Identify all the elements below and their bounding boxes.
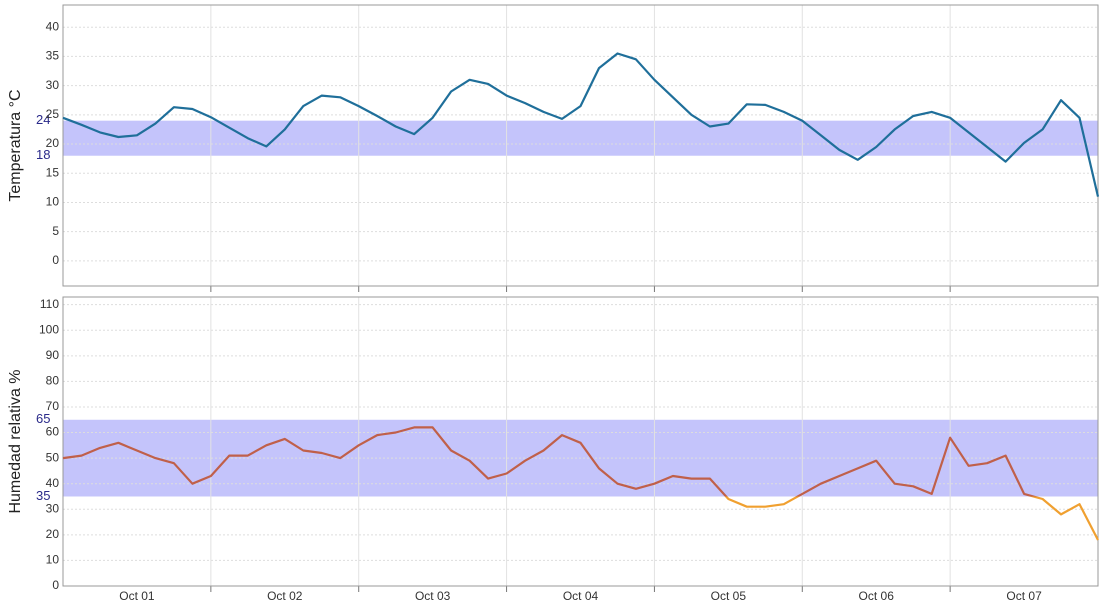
band-label: 35 (36, 488, 50, 503)
band-label: 65 (36, 411, 50, 426)
y-tick-label: 40 (46, 476, 60, 490)
y-tick-label: 30 (46, 78, 60, 92)
y-tick-label: 5 (52, 224, 59, 238)
plot-frame (62, 4, 1099, 287)
plot-frame (62, 296, 1099, 587)
y-tick-label: 25 (46, 107, 60, 121)
x-tick-label: Oct 02 (267, 589, 303, 603)
y-tick-label: 0 (52, 578, 59, 592)
y-tick-label: 35 (46, 49, 60, 63)
x-tick-label: Oct 06 (859, 589, 895, 603)
x-tick-label: Oct 07 (1006, 589, 1042, 603)
y-tick-label: 10 (46, 195, 60, 209)
x-tick-label: Oct 03 (415, 589, 451, 603)
y-tick-label: 10 (46, 553, 60, 567)
comfort-band (63, 120, 1098, 156)
y-tick-label: 110 (40, 297, 59, 311)
data-line (62, 426, 1099, 541)
y-tick-label: 40 (46, 19, 60, 33)
y-tick-label: 90 (46, 348, 60, 362)
y-axis-label: Humedad relativa % (7, 369, 24, 513)
y-tick-label: 80 (46, 374, 60, 388)
y-tick-label: 30 (46, 501, 60, 515)
y-tick-label: 60 (46, 425, 60, 439)
y-tick-label: 70 (46, 399, 60, 413)
data-line (62, 52, 1100, 197)
x-tick-label: Oct 04 (563, 589, 599, 603)
band-label: 24 (36, 112, 50, 127)
band-label: 18 (36, 147, 50, 162)
y-tick-label: 100 (39, 322, 59, 336)
y-axis-label: Temperatura °C (7, 89, 24, 201)
y-tick-label: 20 (46, 136, 60, 150)
x-tick-label: Oct 05 (711, 589, 747, 603)
y-tick-label: 50 (46, 450, 60, 464)
y-tick-label: 20 (46, 527, 60, 541)
x-tick-label: Oct 01 (119, 589, 155, 603)
y-tick-label: 15 (46, 165, 60, 179)
y-tick-label: 0 (52, 253, 59, 267)
